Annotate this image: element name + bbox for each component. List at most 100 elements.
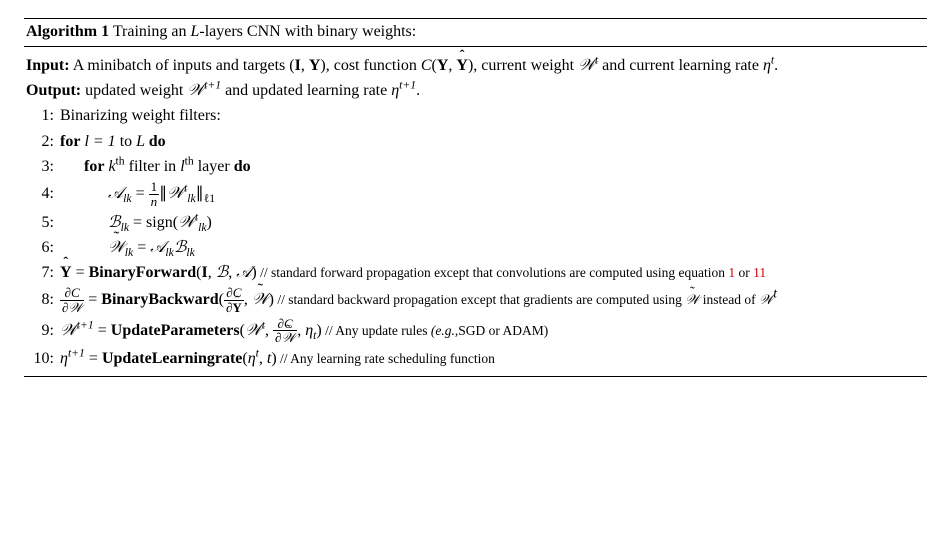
line2-do: do xyxy=(149,133,166,150)
line7-Yhat: ˆY xyxy=(60,261,72,284)
line4-norm-r: ∥ xyxy=(196,185,204,202)
line9-eg: (e.g., xyxy=(431,323,458,338)
line8-lhs-frac: ∂C ∂𝒲 xyxy=(60,286,84,315)
input-text-b: ), cost function xyxy=(320,57,420,74)
lineno-7: 7: xyxy=(26,261,60,284)
line5-eq: = sign( xyxy=(129,214,178,231)
line4-A: 𝒜 xyxy=(108,185,123,202)
input-text-c: , current weight xyxy=(473,57,578,74)
line-2: 2: for l = 1 to L do xyxy=(26,130,925,153)
input-Y: Y xyxy=(309,57,321,74)
output-line: Output: updated weight 𝒲t+1 and updated … xyxy=(26,79,925,102)
line9-fn: UpdateParameters xyxy=(111,322,240,339)
line7-or: or xyxy=(735,265,753,280)
line9-eta: η xyxy=(305,322,313,339)
line4-Asub: lk xyxy=(123,192,131,205)
line3-text-b: filter in xyxy=(125,158,181,175)
input-label: Input: xyxy=(26,57,70,74)
line7-c1: , xyxy=(208,264,216,281)
output-eta-sup: t+1 xyxy=(399,79,416,92)
line6-B: ℬ xyxy=(174,239,187,256)
input-Yhat: ˆY xyxy=(456,54,468,77)
line7-fn: BinaryForward xyxy=(89,264,197,281)
lineno-4: 4: xyxy=(26,182,60,205)
algorithm-block: Algorithm 1 Training an L-layers CNN wit… xyxy=(24,18,927,377)
algorithm-title-row: Algorithm 1 Training an L-layers CNN wit… xyxy=(24,19,927,47)
line10-eta: η xyxy=(60,350,68,367)
line6-A: 𝒜 xyxy=(150,239,165,256)
input-text-d: and current learning rate xyxy=(598,57,763,74)
line-8: 8: ∂C ∂𝒲 = BinaryBackward( ∂C ∂ˆY , ˜𝒲) … xyxy=(26,286,925,315)
input-comma2: , xyxy=(448,57,456,74)
lineno-5: 5: xyxy=(26,211,60,234)
algorithm-title-b: -layers CNN with binary weights: xyxy=(199,23,416,40)
line4-norm-sub: ℓ1 xyxy=(204,192,215,205)
line10-eta2: η xyxy=(248,350,256,367)
line-1: 1: Binarizing weight filters: xyxy=(26,104,925,127)
line8-Wt-sup: t xyxy=(773,286,777,301)
lineno-10: 10: xyxy=(26,347,60,370)
output-period: . xyxy=(416,82,420,99)
input-comma1: , xyxy=(301,57,309,74)
line7-ref2: 11 xyxy=(753,265,766,280)
line6-Bsub: lk xyxy=(186,246,194,259)
line-6: 6: ˜𝒲lk = 𝒜lkℬlk xyxy=(26,236,925,259)
line6-Wsub: lk xyxy=(125,246,133,259)
line3-text-c: layer xyxy=(194,158,234,175)
line3-text-a: k xyxy=(104,158,115,175)
line10-eq: = xyxy=(85,350,102,367)
line2-for: for xyxy=(60,133,80,150)
lineno-8: 8: xyxy=(26,288,60,311)
line5-close: ) xyxy=(207,214,212,231)
line3-th2: th xyxy=(185,154,194,167)
output-text-a: updated weight xyxy=(81,82,187,99)
input-Y2: Y xyxy=(437,57,449,74)
line5-W: 𝒲 xyxy=(178,214,195,231)
input-eta: η xyxy=(763,57,771,74)
line9-eq: = xyxy=(94,322,111,339)
line3-th: th xyxy=(116,154,125,167)
line-4: 4: 𝒜lk = 1n∥𝒲tlk∥ℓ1 xyxy=(26,180,925,209)
line8-comment-a: // standard backward propagation except … xyxy=(274,292,685,307)
line10-etasup: t+1 xyxy=(68,347,85,360)
line9-frac: ∂C ∂˜𝒲 xyxy=(273,317,297,346)
line-9: 9: 𝒲t+1 = UpdateParameters(𝒲t, ∂C ∂˜𝒲 , … xyxy=(26,317,925,346)
line8-Wtilde2: ˜𝒲 xyxy=(685,290,699,310)
lineno-1: 1: xyxy=(26,104,60,127)
line8-Wt: 𝒲 xyxy=(759,292,773,307)
input-period: . xyxy=(774,57,778,74)
output-text-b: and updated learning rate xyxy=(221,82,391,99)
line8-eq: = xyxy=(84,291,101,308)
line-3: 3: for kth filter in lth layer do xyxy=(26,155,925,178)
line4-norm-l: ∥ xyxy=(159,185,167,202)
line3-for: for xyxy=(84,158,104,175)
line-7: 7: ˆY = BinaryForward(I, ℬ, 𝒜) // standa… xyxy=(26,261,925,284)
line-5: 5: ℬlk = sign(𝒲tlk) xyxy=(26,211,925,234)
line2-to: to xyxy=(120,133,132,150)
line9-Wt: 𝒲 xyxy=(245,322,262,339)
line3-do: do xyxy=(234,158,251,175)
line9-W: 𝒲 xyxy=(60,322,77,339)
line9-c1: , xyxy=(265,322,273,339)
lineno-3: 3: xyxy=(26,155,60,178)
line8-comment-b: instead of xyxy=(699,292,759,307)
line7-comment-a: // standard forward propagation except t… xyxy=(257,265,729,280)
line7-eq: = xyxy=(72,264,89,281)
line10-comment: // Any learning rate scheduling function xyxy=(277,351,495,366)
line8-Wtilde: ˜𝒲 xyxy=(252,288,269,311)
line9-Wsup: t+1 xyxy=(77,318,94,331)
output-label: Output: xyxy=(26,82,81,99)
line4-Wsub: lk xyxy=(187,192,195,205)
line10-c1: , xyxy=(259,350,267,367)
lineno-9: 9: xyxy=(26,319,60,342)
line4-frac: 1n xyxy=(149,180,160,209)
line4-W: 𝒲 xyxy=(167,185,184,202)
output-Wt1: 𝒲 xyxy=(187,82,204,99)
line8-fn: BinaryBackward xyxy=(101,291,218,308)
line2-text-b: L xyxy=(132,133,149,150)
line-10: 10: ηt+1 = UpdateLearningrate(ηt, t) // … xyxy=(26,347,925,370)
line6-Wtilde: ˜𝒲 xyxy=(108,236,125,259)
algorithm-title-a: Training an xyxy=(113,23,191,40)
line6-Asub: lk xyxy=(165,246,173,259)
input-C: C xyxy=(421,57,432,74)
